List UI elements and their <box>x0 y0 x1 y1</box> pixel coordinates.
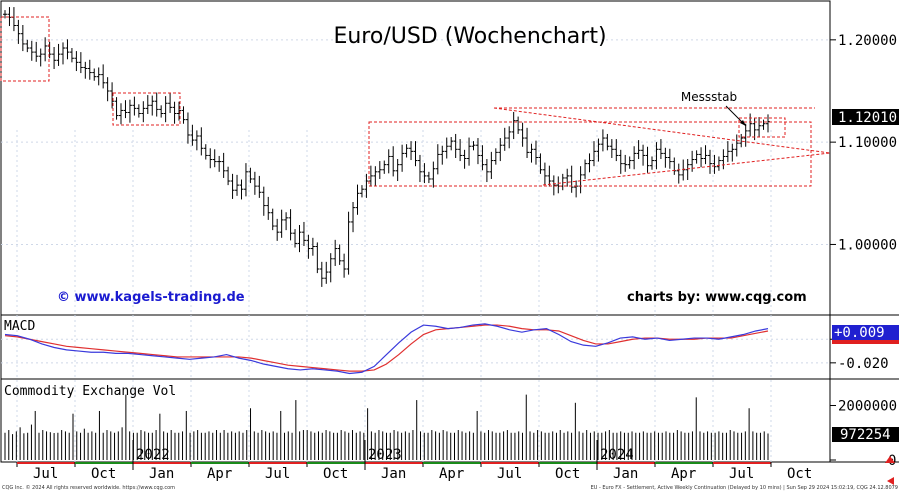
macd-signal-box <box>832 340 899 344</box>
quarter-stripe <box>539 462 597 464</box>
footer-right: EU - Euro FX - Settlement, Active Weekly… <box>591 485 898 491</box>
messstab-arrowhead <box>740 120 746 126</box>
macd-tick-label: -0.020 <box>838 356 889 372</box>
footer-left: CQG Inc. © 2024 All rights reserved worl… <box>2 484 175 491</box>
quarter-stripe <box>17 462 75 464</box>
macd-label-box <box>832 325 899 340</box>
quarter-stripe <box>481 462 539 464</box>
month-label: Jan <box>149 466 174 482</box>
volume-last-label: 972254 <box>840 427 891 443</box>
quarter-stripe <box>133 462 191 464</box>
triangle-upper <box>493 107 831 154</box>
macd-line <box>4 323 769 375</box>
month-label: Oct <box>91 466 116 482</box>
last-price-label: 1.12010 <box>838 110 897 126</box>
website-left: © www.kagels-trading.de <box>57 290 245 305</box>
box-messstab <box>738 117 786 138</box>
box-2021-top <box>0 16 50 82</box>
volume-last-box <box>832 427 899 442</box>
month-label: Jul <box>729 466 754 482</box>
month-label: Oct <box>555 466 580 482</box>
quarter-stripe <box>249 462 307 464</box>
scroll-up-arrow-icon[interactable] <box>885 456 895 463</box>
annotation-boxes <box>0 16 831 187</box>
price-tick-label: 1.10000 <box>838 135 897 151</box>
box-range <box>368 121 812 187</box>
month-label: Oct <box>787 466 812 482</box>
last-price-box <box>832 109 899 125</box>
website-right: charts by: www.cqg.com <box>627 290 807 305</box>
quarter-stripe <box>713 462 771 464</box>
price-axis: 1.20000 1.10000 1.00000 <box>830 33 897 253</box>
scroll-left-arrow-icon[interactable] <box>887 477 894 485</box>
volume-panel-title: Commodity Exchange Vol <box>4 384 176 399</box>
month-label: Jul <box>265 466 290 482</box>
year-label: 2022 <box>136 447 170 463</box>
quarter-stripe <box>365 462 423 464</box>
month-label: Jul <box>497 466 522 482</box>
quarter-stripe <box>307 462 365 464</box>
messstab-label: Messstab <box>681 90 737 104</box>
chart-title: Euro/USD (Wochenchart) <box>333 24 606 49</box>
box-2022-jan <box>112 92 181 126</box>
month-label: Oct <box>323 466 348 482</box>
month-label: Apr <box>671 466 696 482</box>
macd-last-label: +0.009 <box>834 325 885 341</box>
macd-panel-title: MACD <box>4 319 35 334</box>
month-label: Jan <box>613 466 638 482</box>
time-axis: Jul Oct Jan Apr Jul Oct Jan Apr Jul Oct Jan Apr Jul O… <box>16 440 812 482</box>
triangle-lower <box>542 152 831 186</box>
scroll-arrows[interactable] <box>885 456 895 485</box>
month-label: Apr <box>207 466 232 482</box>
month-label: Jan <box>381 466 406 482</box>
quarter-stripe <box>75 462 133 464</box>
quarter-stripe <box>655 462 713 464</box>
quarter-stripe <box>191 462 249 464</box>
volume-bars <box>4 394 769 460</box>
quarter-stripe <box>423 462 481 464</box>
month-label: Apr <box>439 466 464 482</box>
year-label: 2023 <box>368 447 402 463</box>
volume-tick-label: 2000000 <box>838 399 897 415</box>
price-tick-label: 1.20000 <box>838 33 897 49</box>
month-label: Jul <box>33 466 58 482</box>
price-tick-label: 1.00000 <box>838 237 897 253</box>
macd-signal-line <box>4 324 769 372</box>
quarter-stripe <box>597 462 655 464</box>
year-label: 2024 <box>600 447 634 463</box>
